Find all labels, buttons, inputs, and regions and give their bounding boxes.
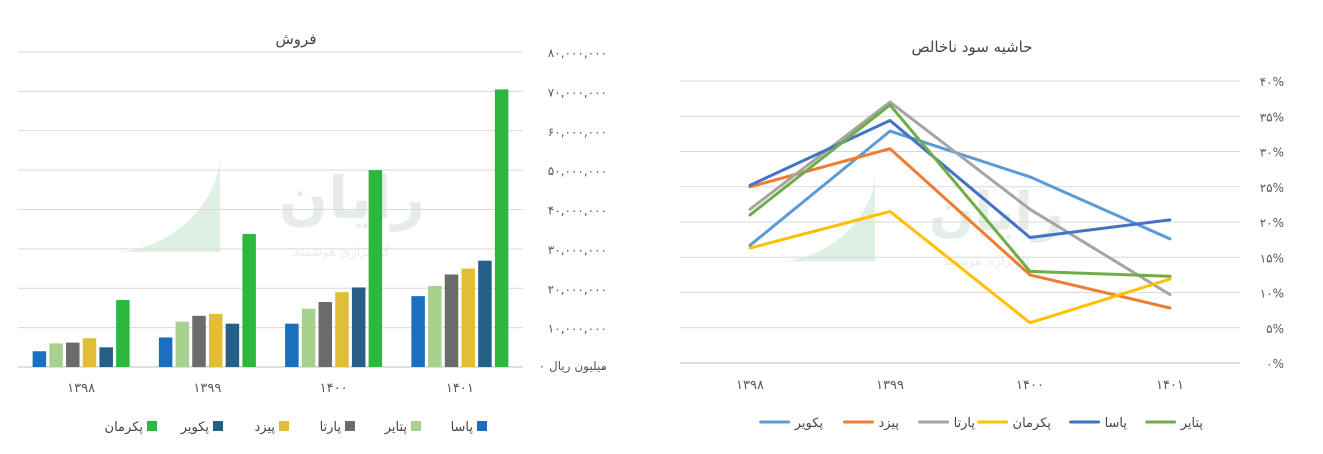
x-tick-label: ۱۴۰۰ xyxy=(320,381,348,396)
bar xyxy=(82,338,97,367)
bar xyxy=(461,268,475,367)
line-chart-x-axis: ۱۳۹۸ ۱۳۹۹ ۱۴۰۰ ۱۴۰۱ xyxy=(736,378,1184,393)
line-chart-y-axis: ۰% ۵% ۱۰% ۱۵% ۲۰% ۲۵% ۳۰% ۳۵% ۴۰% xyxy=(1260,75,1284,371)
bar xyxy=(208,313,223,367)
x-tick-label: ۱۴۰۱ xyxy=(1156,378,1184,393)
y-tick-label: ۰% xyxy=(1266,357,1284,371)
y-tick-label: ۳۵% xyxy=(1260,110,1284,124)
bar xyxy=(66,342,80,367)
legend-swatch xyxy=(477,421,487,431)
bar-chart-legend: پاسا پتایر پارتا پیزد پکویر پکرمان xyxy=(105,420,487,435)
legend-label: پکرمان xyxy=(105,420,144,435)
y-tick-label: ۱۰% xyxy=(1260,287,1284,301)
y-tick-label: ۵% xyxy=(1266,322,1284,336)
bar xyxy=(175,321,190,367)
y-tick-label: ۶۰,۰۰۰,۰۰۰ xyxy=(548,125,607,139)
x-tick-label: ۱۳۹۹ xyxy=(876,378,904,393)
legend-swatch xyxy=(213,421,223,431)
y-tick-label: ۱۵% xyxy=(1260,251,1284,265)
legend-label: پارتا xyxy=(320,420,342,435)
bar xyxy=(478,260,492,367)
y-axis-unit-label: میلیون ریال ۰ xyxy=(539,359,607,374)
y-tick-label: ۱۰,۰۰۰,۰۰۰ xyxy=(548,322,607,336)
bar-chart-y-axis: ۰ ۱۰,۰۰۰,۰۰۰ ۲۰,۰۰۰,۰۰۰ ۳۰,۰۰۰,۰۰۰ ۴۰,۰۰۰,۰۰… xyxy=(539,46,607,375)
legend-label: پارتا xyxy=(954,416,976,431)
bar xyxy=(285,323,299,367)
legend-label: پکویر xyxy=(180,420,210,435)
x-tick-label: ۱۴۰۰ xyxy=(1016,378,1044,393)
y-tick-label: ۲۰,۰۰۰,۰۰۰ xyxy=(548,282,607,296)
bar xyxy=(318,302,333,367)
bar xyxy=(428,285,442,367)
line-chart-legend: پتایر پاسا پکرمان پارتا پیزد پکویر xyxy=(759,416,1204,431)
bar xyxy=(242,233,256,367)
legend-swatch xyxy=(147,421,157,431)
line-chart-title: حاشیه سود ناخالص xyxy=(911,38,1032,56)
y-tick-label: ۳۰,۰۰۰,۰۰۰ xyxy=(548,243,607,257)
line-chart-series xyxy=(748,100,1172,325)
y-tick-label: ۷۰,۰۰۰,۰۰۰ xyxy=(548,85,607,99)
series-line xyxy=(748,103,1172,278)
y-tick-label: ۸۰,۰۰۰,۰۰۰ xyxy=(548,46,607,60)
bar-chart-bars xyxy=(32,89,509,367)
bar xyxy=(49,343,63,367)
watermark-logo-text: رایان xyxy=(279,164,425,232)
watermark-logo: رایان کارگزاری هوشمند xyxy=(120,156,425,260)
bar xyxy=(351,287,366,367)
y-tick-label: ۴۰% xyxy=(1260,75,1284,89)
bar xyxy=(494,89,509,367)
legend-label: پاسا xyxy=(451,420,474,435)
legend-swatch xyxy=(345,421,355,431)
bar xyxy=(335,292,349,367)
watermark-tagline: کارگزاری هوشمند xyxy=(293,244,391,260)
bar-chart-x-axis: ۱۳۹۸ ۱۳۹۹ ۱۴۰۰ ۱۴۰۱ xyxy=(67,381,474,396)
bar xyxy=(444,274,459,367)
y-tick-label: ۵۰,۰۰۰,۰۰۰ xyxy=(548,164,607,178)
y-tick-label: ۰ xyxy=(601,361,607,375)
bar xyxy=(192,315,206,367)
series-line xyxy=(748,100,1172,297)
bar xyxy=(158,337,173,367)
legend-label: پیزد xyxy=(878,416,899,431)
legend-label: پیزد xyxy=(254,420,275,435)
bar xyxy=(99,347,113,367)
watermark-leaf-shape xyxy=(120,156,220,252)
bar xyxy=(368,170,383,367)
x-tick-label: ۱۳۹۸ xyxy=(67,381,95,396)
x-tick-label: ۱۳۹۸ xyxy=(736,378,764,393)
watermark-leaf-shape xyxy=(783,173,875,262)
series-line xyxy=(748,147,1172,310)
x-tick-label: ۱۳۹۹ xyxy=(193,381,221,396)
x-tick-label: ۱۴۰۱ xyxy=(446,381,474,396)
y-tick-label: ۲۰% xyxy=(1260,216,1284,230)
legend-label: پکویر xyxy=(794,416,824,431)
legend-label: پاسا xyxy=(1105,416,1128,431)
bar xyxy=(411,296,425,367)
bar xyxy=(32,351,47,367)
bar xyxy=(116,300,130,367)
sales-bar-chart: فروش رایان کارگزاری هوشمند ۰ ۱۰,۰۰۰,۰۰۰ ۲۰,… xyxy=(18,30,607,435)
bar xyxy=(301,308,316,367)
series-line xyxy=(748,119,1172,239)
legend-label: پکرمان xyxy=(1013,416,1052,431)
bar xyxy=(225,323,240,367)
y-tick-label: ۳۰% xyxy=(1260,146,1284,160)
y-tick-label: ۲۵% xyxy=(1260,181,1284,195)
legend-label: پتایر xyxy=(384,420,408,435)
legend-swatch xyxy=(411,421,421,431)
series-line xyxy=(748,209,1172,325)
bar-chart-title: فروش xyxy=(275,30,316,48)
legend-swatch xyxy=(279,421,289,431)
y-tick-label: ۴۰,۰۰۰,۰۰۰ xyxy=(548,204,607,218)
legend-label: پتایر xyxy=(1180,416,1204,431)
